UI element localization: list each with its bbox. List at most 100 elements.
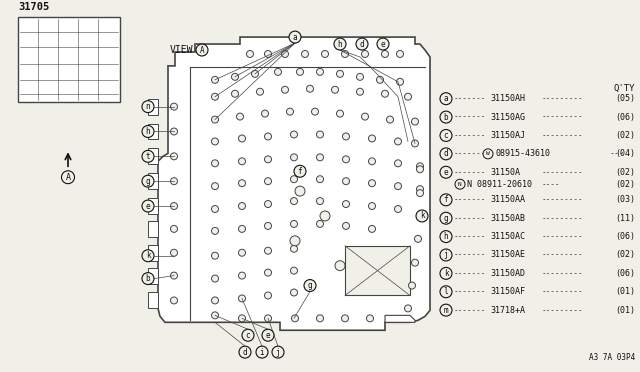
Circle shape	[301, 51, 308, 57]
Circle shape	[264, 178, 271, 185]
Circle shape	[86, 82, 90, 87]
Circle shape	[282, 86, 289, 93]
Circle shape	[45, 49, 51, 54]
Circle shape	[142, 125, 154, 138]
Text: c: c	[444, 131, 448, 140]
Circle shape	[239, 346, 251, 358]
Circle shape	[394, 206, 401, 212]
Circle shape	[440, 148, 452, 160]
Circle shape	[45, 35, 51, 39]
Text: i: i	[260, 347, 264, 357]
Text: (03): (03)	[615, 195, 635, 204]
Text: (02): (02)	[615, 168, 635, 177]
Circle shape	[412, 140, 419, 147]
Circle shape	[170, 203, 177, 209]
Text: ---------: ---------	[542, 232, 584, 241]
Text: f: f	[298, 167, 302, 176]
Text: k: k	[420, 211, 424, 221]
Circle shape	[211, 297, 218, 304]
Circle shape	[440, 111, 452, 123]
Text: t: t	[146, 152, 150, 161]
Text: A3 7A 03P4: A3 7A 03P4	[589, 353, 635, 362]
Text: m: m	[444, 306, 448, 315]
Circle shape	[404, 305, 412, 312]
Circle shape	[369, 203, 376, 209]
Text: d: d	[444, 149, 448, 158]
Circle shape	[291, 289, 298, 296]
Circle shape	[211, 227, 218, 234]
Text: g: g	[146, 177, 150, 186]
Text: -------: -------	[454, 269, 486, 278]
Circle shape	[291, 315, 298, 322]
Circle shape	[440, 286, 452, 298]
Circle shape	[262, 110, 269, 117]
Text: (11): (11)	[615, 214, 635, 223]
Text: -------: -------	[454, 168, 486, 177]
Text: a: a	[444, 94, 448, 103]
Circle shape	[211, 275, 218, 282]
Circle shape	[342, 178, 349, 185]
Circle shape	[26, 49, 31, 54]
Text: ---: ---	[610, 149, 625, 158]
Circle shape	[106, 82, 111, 87]
Text: ---------: ---------	[542, 113, 584, 122]
Circle shape	[239, 225, 246, 232]
Circle shape	[232, 90, 239, 97]
Circle shape	[239, 249, 246, 256]
Text: 08915-43610: 08915-43610	[496, 149, 551, 158]
Circle shape	[211, 76, 218, 83]
Text: 31150A: 31150A	[490, 168, 520, 177]
Circle shape	[256, 346, 268, 358]
Polygon shape	[148, 148, 158, 164]
Circle shape	[142, 200, 154, 212]
Polygon shape	[385, 315, 415, 322]
Circle shape	[291, 154, 298, 161]
Polygon shape	[148, 198, 158, 214]
Text: (02): (02)	[615, 180, 635, 189]
Circle shape	[417, 212, 424, 219]
Circle shape	[291, 245, 298, 252]
Circle shape	[342, 315, 349, 322]
Circle shape	[397, 78, 403, 85]
Text: ---------: ---------	[542, 168, 584, 177]
Polygon shape	[148, 292, 158, 308]
Circle shape	[335, 261, 345, 271]
Circle shape	[377, 38, 389, 50]
Circle shape	[26, 82, 31, 87]
Circle shape	[239, 295, 246, 302]
Text: e: e	[444, 168, 448, 177]
Circle shape	[317, 68, 323, 76]
Circle shape	[321, 51, 328, 57]
Text: (01): (01)	[615, 306, 635, 315]
Text: -------: -------	[454, 232, 486, 241]
Circle shape	[440, 93, 452, 105]
Circle shape	[367, 315, 374, 322]
Circle shape	[334, 38, 346, 50]
Circle shape	[387, 116, 394, 123]
Circle shape	[239, 180, 246, 187]
Circle shape	[142, 250, 154, 262]
Text: (05): (05)	[615, 94, 635, 103]
Circle shape	[369, 158, 376, 165]
Circle shape	[142, 150, 154, 162]
Text: j: j	[444, 250, 448, 260]
Polygon shape	[148, 99, 158, 115]
Circle shape	[282, 51, 289, 57]
Circle shape	[170, 128, 177, 135]
Circle shape	[264, 133, 271, 140]
Circle shape	[440, 212, 452, 224]
Text: j: j	[276, 347, 280, 357]
Circle shape	[412, 259, 419, 266]
Circle shape	[289, 31, 301, 43]
Circle shape	[246, 51, 253, 57]
Text: (01): (01)	[615, 287, 635, 296]
Circle shape	[142, 273, 154, 285]
Circle shape	[264, 315, 271, 322]
Circle shape	[252, 70, 259, 77]
Circle shape	[196, 44, 208, 56]
Circle shape	[211, 312, 218, 319]
Circle shape	[440, 231, 452, 243]
Text: N 08911-20610: N 08911-20610	[467, 180, 532, 189]
Circle shape	[106, 67, 111, 73]
Circle shape	[211, 183, 218, 190]
